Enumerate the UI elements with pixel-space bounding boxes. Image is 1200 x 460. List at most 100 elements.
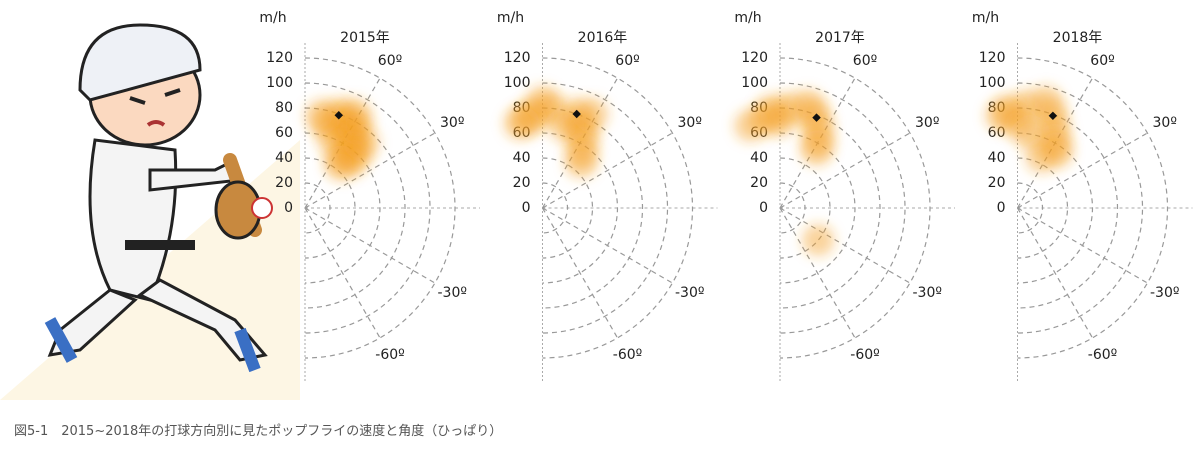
grid-spoke [304, 207, 381, 339]
density-point [325, 148, 358, 181]
r-axis-label: m/h [497, 10, 524, 26]
angle-label: 30º [915, 115, 939, 131]
helmet [78, 23, 202, 102]
angle-label: 30º [440, 115, 464, 131]
r-axis-label: m/h [259, 10, 286, 26]
r-tick-label: 40 [988, 150, 1006, 166]
player-illustration [0, 23, 300, 400]
mean-marker [334, 110, 344, 120]
grid-spoke [779, 207, 911, 284]
density-point [503, 107, 536, 140]
ball [251, 197, 273, 219]
grid-ring [1017, 82, 1144, 334]
r-tick-label: 100 [504, 75, 531, 91]
grid-spoke [304, 132, 436, 209]
grid-ring [779, 182, 806, 234]
grid-ring [779, 57, 931, 359]
grid-spoke [1016, 207, 1094, 339]
density-point [576, 98, 609, 131]
grid-spoke [779, 207, 856, 339]
grid-ring [304, 57, 456, 359]
density-point [764, 104, 796, 137]
angle-label: -30º [912, 285, 941, 301]
grid-ring [779, 132, 856, 284]
r-tick-label: 40 [750, 150, 768, 166]
belt [125, 240, 195, 250]
density-point [565, 146, 598, 179]
grid-ring [304, 182, 331, 234]
grid-spoke [1017, 207, 1148, 284]
r-tick-label: 120 [266, 50, 293, 66]
angle-label: 30º [678, 115, 702, 131]
grid-ring [1017, 132, 1094, 284]
r-tick-label: 0 [284, 200, 293, 216]
angle-label: -60º [613, 347, 642, 363]
chart-area: 0 20 40 60 80 100 120 60º 30º -30º -60º m/h 2015年 0 20… [0, 10, 1193, 400]
angle-label: -30º [675, 285, 704, 301]
r-axis-label: m/h [972, 10, 999, 26]
r-tick-label: 20 [988, 175, 1006, 191]
r-tick-label: 0 [997, 200, 1006, 216]
angle-label: 60º [1090, 53, 1114, 69]
grid-ring [1017, 57, 1169, 359]
caption: 図5-1 2015~2018年の打球方向別に見たポップフライの速度と角度（ひっぱ… [14, 424, 503, 439]
angle-label: 30º [1153, 115, 1177, 131]
r-tick-label: 120 [504, 50, 531, 66]
density-point [800, 133, 833, 166]
leg [137, 278, 268, 362]
density-point [526, 85, 559, 118]
grid-spoke [779, 132, 911, 209]
angle-label: 60º [378, 53, 402, 69]
grid-ring [542, 132, 619, 284]
grid-spoke [542, 207, 673, 284]
angle-label: 60º [615, 53, 639, 69]
density-point [791, 89, 824, 122]
grid-ring [304, 132, 381, 284]
r-tick-label: 20 [513, 175, 531, 191]
grid-ring [779, 157, 831, 259]
r-tick-label: 20 [275, 175, 293, 191]
density-point [1029, 85, 1062, 118]
chart-title: 2015年 [340, 30, 390, 46]
grid-ring [304, 82, 431, 334]
density-point [305, 99, 338, 132]
angle-label: -60º [1088, 347, 1117, 363]
r-tick-label: 80 [275, 100, 293, 116]
grid-spoke [1017, 132, 1148, 209]
grid-ring [542, 182, 569, 234]
angle-label: -30º [437, 285, 466, 301]
r-tick-label: 120 [979, 50, 1006, 66]
density-point [347, 126, 380, 159]
r-tick-label: 20 [750, 175, 768, 191]
polar-chart: 0 20 40 60 80 100 120 60º 30º -30º -60º m/h 2015年 [259, 10, 480, 383]
grid-spoke [304, 207, 436, 284]
chart-title: 2016年 [578, 30, 628, 46]
density-point [1025, 141, 1058, 174]
angle-label: 60º [853, 53, 877, 69]
mouth [146, 120, 166, 127]
r-tick-label: 100 [741, 75, 768, 91]
grid-ring [542, 82, 669, 334]
chart-title: 2017年 [815, 30, 865, 46]
r-tick-label: 120 [741, 50, 768, 66]
grid-spoke [541, 207, 619, 339]
grid-ring [1017, 182, 1044, 234]
r-tick-label: 100 [266, 75, 293, 91]
density-point [802, 224, 835, 257]
grid-ring [779, 82, 906, 334]
density-point [734, 109, 767, 142]
r-tick-label: 100 [979, 75, 1006, 91]
angle-label: -30º [1150, 285, 1179, 301]
r-tick-label: 0 [759, 200, 768, 216]
grid-ring [542, 157, 594, 259]
r-tick-label: 40 [513, 150, 531, 166]
r-tick-label: 60 [275, 125, 293, 141]
grid-spoke [542, 132, 673, 209]
r-tick-label: 40 [275, 150, 293, 166]
socks [44, 317, 261, 373]
r-axis-label: m/h [734, 10, 761, 26]
